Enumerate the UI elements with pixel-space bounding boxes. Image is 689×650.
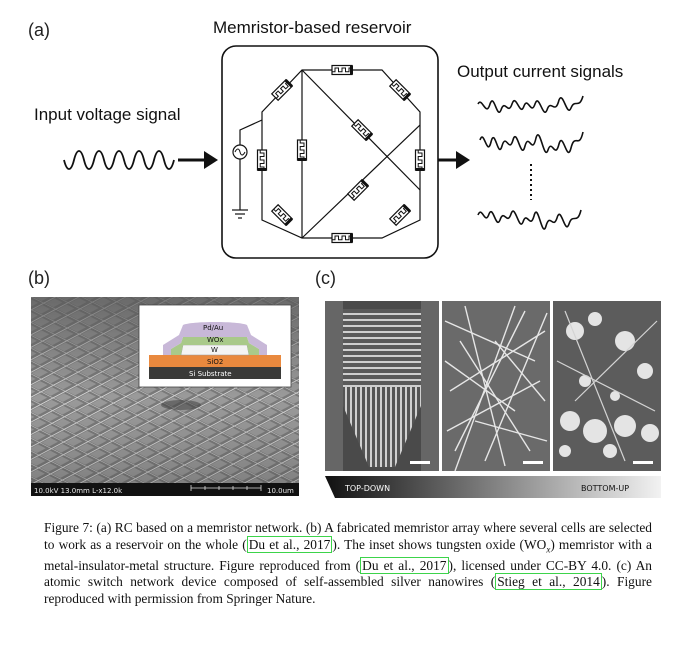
reservoir-diagram: [63, 45, 584, 259]
output-arrow-icon: [456, 151, 470, 169]
figure-caption: Figure 7: (a) RC based on a memristor ne…: [44, 520, 652, 608]
sem-info-left: 10.0kV 13.0mm L-x12.0k: [34, 487, 123, 495]
output-waves: [477, 95, 584, 230]
output-label: Output current signals: [457, 62, 624, 81]
atomic-switch-network-images: TOP-DOWN BOTTOM-UP: [325, 301, 661, 498]
citation-link[interactable]: Du et al., 2017: [360, 556, 449, 574]
caption-subscript: x: [546, 544, 551, 555]
caption-text-5: ). Figure reproduced with permission fro…: [44, 574, 652, 607]
reservoir-box: [221, 45, 439, 259]
inset-layer-diagram: [138, 304, 292, 388]
top-down-bottom-up-bar: [325, 476, 661, 498]
caption-text-4: ), licensed under CC-BY 4.0. (c) An atom…: [44, 557, 653, 590]
caption-text-2: ). The inset shows tungsten oxide (WO: [332, 536, 547, 552]
panel-c-label: (c): [315, 268, 336, 288]
inset-label-pdau: Pd/Au: [203, 324, 223, 332]
citation-link[interactable]: Du et al., 2017: [246, 535, 333, 553]
silver-aggregate-image: [553, 301, 661, 471]
panel-b-label: (b): [28, 268, 50, 288]
caption-text-1: Figure 7: (a) RC based on a memristor ne…: [44, 520, 652, 552]
top-down-label: TOP-DOWN: [344, 484, 390, 493]
reservoir-title: Memristor-based reservoir: [213, 18, 412, 37]
top-down-electrode-image: [325, 301, 439, 471]
nanowire-network-image: [442, 301, 550, 472]
input-label: Input voltage signal: [34, 105, 181, 124]
input-wave: [63, 150, 175, 170]
caption-text-3: ) memristor with a metal-insulator-metal…: [44, 536, 653, 573]
inset-label-w: W: [211, 346, 218, 354]
input-arrow-icon: [204, 151, 218, 169]
inset-label-substrate: Si Substrate: [189, 370, 232, 378]
citation-link[interactable]: Stieg et al., 2014: [495, 573, 602, 591]
ground-icon: [232, 209, 248, 219]
inset-label-wox: WOx: [207, 336, 224, 344]
memristor-array-sem-image: Pd/Au WOx W SiO2 Si Substrate 10.0kV 13.…: [31, 297, 299, 496]
sem-scale-right: 10.0um: [267, 487, 294, 495]
panel-a-label: (a): [28, 20, 50, 40]
inset-label-sio2: SiO2: [207, 358, 223, 366]
bottom-up-label: BOTTOM-UP: [581, 484, 629, 493]
